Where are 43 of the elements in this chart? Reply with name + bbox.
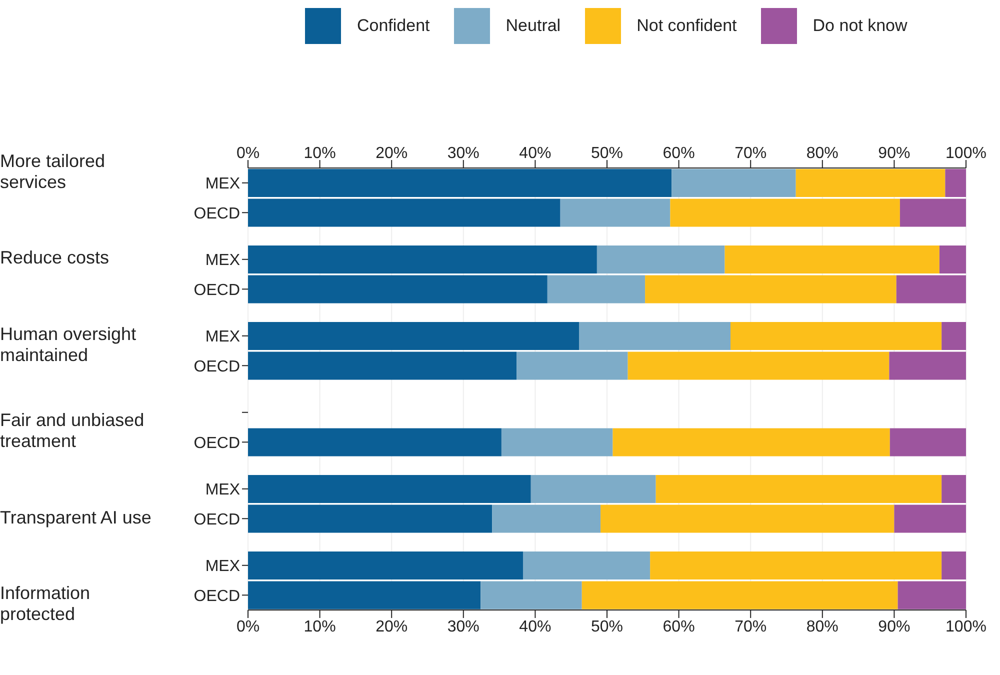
- x-tick-label: 90%: [878, 145, 910, 162]
- x-tick-label: 100%: [946, 145, 986, 162]
- y-tick-label: OECD: [194, 511, 240, 528]
- x2-tick-label: 90%: [878, 618, 910, 636]
- text: Human oversight maintained: [0, 324, 138, 366]
- x-tick-label: 0%: [236, 145, 260, 162]
- text: Fair and unbiased treatment: [0, 410, 146, 452]
- x-tick-label: 20%: [376, 145, 408, 162]
- x2-tick-label: 10%: [304, 618, 336, 636]
- x-tick-label: 70%: [734, 145, 767, 162]
- text: Reduce costs: [0, 248, 110, 269]
- x2-tick-label: 20%: [376, 618, 408, 636]
- y-tick-label: MEX: [205, 176, 240, 193]
- x2-tick-label: 80%: [806, 618, 838, 636]
- x-tick-label: 60%: [662, 145, 695, 162]
- text: Information protected: [0, 583, 92, 626]
- x2-tick-label: 0%: [236, 618, 260, 636]
- x2-tick-label: 60%: [662, 618, 695, 636]
- x-tick-label: 50%: [590, 145, 624, 162]
- legend-label: Do not know: [812, 16, 908, 36]
- x2-tick-label: 40%: [519, 618, 552, 636]
- x2-tick-label: 100%: [946, 618, 986, 636]
- y-tick-label: OECD: [194, 434, 240, 452]
- y-tick-label: OECD: [194, 358, 240, 376]
- y-tick-label: OECD: [194, 205, 240, 222]
- x2-tick-label: 50%: [590, 618, 624, 636]
- y-tick-label: MEX: [205, 482, 240, 499]
- text: More tailored services: [0, 150, 106, 193]
- x-tick-label: 30%: [447, 145, 480, 162]
- y-tick-label: MEX: [205, 252, 240, 270]
- y-tick-label: MEX: [205, 328, 240, 346]
- x2-tick-label: 30%: [447, 618, 480, 636]
- x-tick-label: 40%: [519, 145, 552, 162]
- legend-label: Neutral: [506, 16, 561, 36]
- y-tick-label: MEX: [205, 558, 240, 576]
- y-tick-label: OECD: [194, 588, 240, 605]
- y-tick-label: OECD: [194, 282, 240, 299]
- legend-label: Not confident: [636, 16, 737, 36]
- text: Transparent AI use: [0, 507, 152, 528]
- x-tick-label: 10%: [304, 145, 336, 162]
- x2-tick-label: 70%: [734, 618, 767, 636]
- legend-label: Confident: [357, 16, 430, 36]
- x-tick-label: 80%: [806, 145, 838, 162]
